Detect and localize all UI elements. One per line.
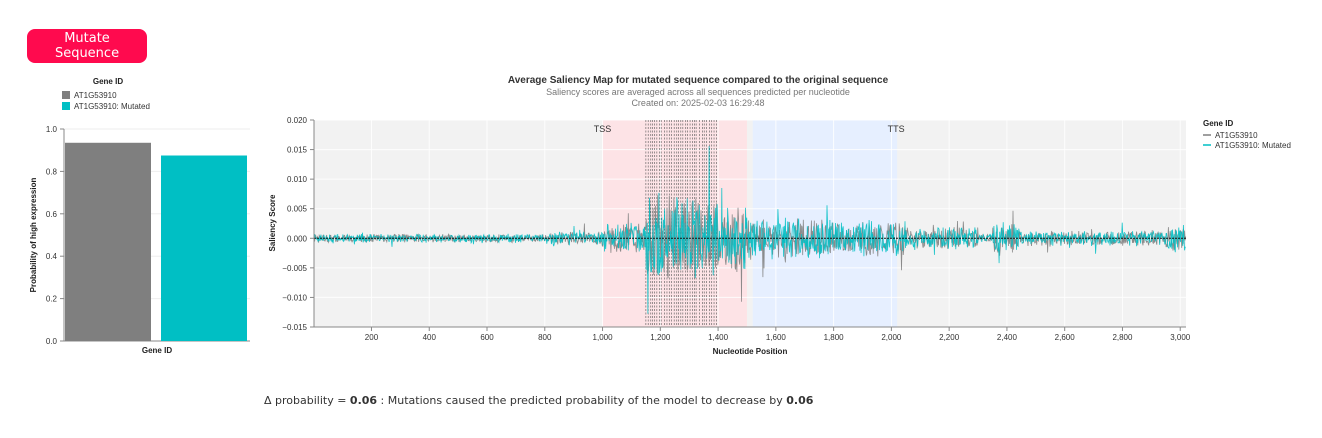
bar-y-tick-label: 0.8 <box>46 167 58 176</box>
x-tick-label: 1,600 <box>766 333 787 342</box>
x-tick-label: 2,400 <box>997 333 1018 342</box>
delta-probability-text: Δ probability = 0.06 : Mutations caused … <box>264 394 813 407</box>
bar-legend-swatch <box>62 91 70 99</box>
delta-prefix: Δ probability = <box>264 394 350 407</box>
saliency-legend-title: Gene ID <box>1203 119 1233 128</box>
bar-y-axis-title: Probability of high expression <box>29 178 38 293</box>
mutate-sequence-button[interactable]: Mutate Sequence <box>27 29 147 63</box>
x-tick-label: 3,000 <box>1170 333 1191 342</box>
region-label-tts: TTS <box>888 124 905 134</box>
x-tick-label: 2,000 <box>881 333 902 342</box>
x-tick-label: 2,800 <box>1112 333 1133 342</box>
y-tick-label: −0.010 <box>282 293 307 302</box>
y-tick-label: 0.005 <box>287 205 308 214</box>
bar-legend-title: Gene ID <box>93 77 123 86</box>
region-label-tss: TSS <box>594 124 612 134</box>
x-tick-label: 400 <box>423 333 437 342</box>
bar-series <box>65 142 247 341</box>
bar-legend-label: AT1G53910: Mutated <box>74 102 150 111</box>
x-tick-label: 2,200 <box>939 333 960 342</box>
y-tick-label: 0.000 <box>287 234 308 243</box>
saliency-legend-label: AT1G53910: Mutated <box>1215 141 1291 150</box>
y-tick-label: 0.015 <box>287 146 308 155</box>
bar-legend-label: AT1G53910 <box>74 91 117 100</box>
x-tick-label: 1,200 <box>650 333 671 342</box>
delta-value-repeat: 0.06 <box>786 394 814 407</box>
bar <box>161 155 247 341</box>
saliency-x-axis-title: Nucleotide Position <box>713 347 788 356</box>
bar-y-tick-label: 0.6 <box>46 210 58 219</box>
saliency-legend-label: AT1G53910 <box>1215 131 1258 140</box>
x-tick-label: 2,600 <box>1055 333 1076 342</box>
saliency-line-chart: Average Saliency Map for mutated sequenc… <box>268 75 1291 356</box>
saliency-axes: 200 400 600 800 1,000 1,200 1,400 1,600 1,800 2,0… <box>282 116 1190 342</box>
saliency-plot-area: TSS TTS <box>313 119 1187 328</box>
bar-legend-swatch <box>62 102 70 110</box>
probability-bar-chart: Gene ID AT1G53910 AT1G53910: Mutated 0.0 0… <box>0 65 255 365</box>
y-tick-label: −0.015 <box>282 323 307 332</box>
bar-y-tick-label: 1.0 <box>46 125 58 134</box>
delta-description: : Mutations caused the predicted probabi… <box>377 394 787 407</box>
saliency-chart-subtitle: Saliency scores are averaged across all … <box>546 87 850 97</box>
delta-value: 0.06 <box>349 394 378 407</box>
y-tick-label: 0.020 <box>287 116 308 125</box>
bar-x-axis-title: Gene ID <box>142 346 172 355</box>
x-tick-label: 200 <box>365 333 379 342</box>
x-tick-label: 800 <box>538 333 552 342</box>
bar <box>65 142 151 341</box>
plot-background <box>314 120 1186 327</box>
x-tick-label: 600 <box>480 333 494 342</box>
saliency-chart-title: Average Saliency Map for mutated sequenc… <box>508 75 889 86</box>
saliency-y-axis-title: Saliency Score <box>268 194 277 251</box>
region-tts <box>752 120 898 327</box>
x-tick-label: 1,000 <box>593 333 614 342</box>
bar-y-tick-label: 0.0 <box>46 337 58 346</box>
x-tick-label: 1,800 <box>824 333 845 342</box>
saliency-created-timestamp: Created on: 2025-02-03 16:29:48 <box>631 98 764 108</box>
y-tick-label: 0.010 <box>287 175 308 184</box>
bar-y-tick-label: 0.2 <box>46 295 58 304</box>
series-line-mutated <box>313 146 1186 314</box>
y-tick-label: −0.005 <box>282 264 307 273</box>
bar-legend: AT1G53910 AT1G53910: Mutated <box>62 91 150 111</box>
bar-y-tick-label: 0.4 <box>46 252 58 261</box>
x-tick-label: 1,400 <box>708 333 729 342</box>
